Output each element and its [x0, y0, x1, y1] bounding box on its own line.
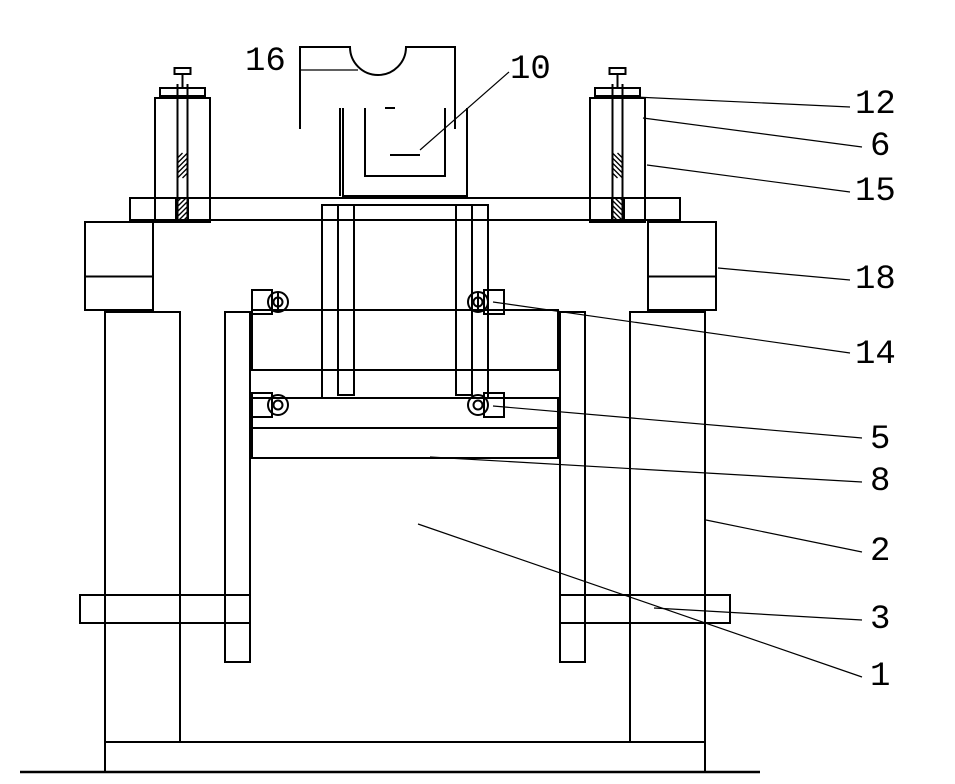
top-inner-inner: [365, 108, 445, 176]
callout-15: 15: [647, 165, 896, 211]
leader-line: [418, 524, 862, 677]
right-inner-column: [560, 312, 585, 662]
label-number: 6: [870, 128, 890, 166]
callout-1: 1: [418, 524, 890, 696]
hatch: [613, 153, 623, 178]
label-number: 16: [245, 43, 286, 81]
pin-3: [468, 393, 504, 417]
right-hanger-body: [590, 98, 645, 222]
label-number: 14: [855, 336, 896, 374]
leader-line: [718, 268, 850, 280]
top-inner-outer: [343, 108, 467, 196]
leader-line: [647, 165, 850, 192]
label-number: 5: [870, 421, 890, 459]
right-hanger-nut: [610, 68, 626, 74]
label-number: 15: [855, 173, 896, 211]
right-hanger-cap: [595, 88, 640, 96]
callout-18: 18: [718, 261, 896, 299]
left-hanger-body: [155, 98, 210, 222]
leader-line: [493, 406, 862, 438]
leader-line: [643, 118, 862, 147]
left-pillar: [105, 312, 180, 742]
leader-line: [706, 520, 862, 552]
right-hcyl: [648, 222, 716, 310]
hatch: [178, 153, 188, 178]
left-inner-column: [225, 312, 250, 662]
callout-5: 5: [493, 406, 890, 459]
callout-2: 2: [706, 520, 890, 571]
engineering-diagram: 16 10 12 6 15 18 14 5 8 2 3 1: [0, 0, 955, 784]
pin-2: [252, 393, 288, 417]
upper-block: [252, 310, 558, 370]
callout-6: 6: [643, 118, 890, 166]
leader-line: [420, 72, 509, 150]
left-hanger-nut: [175, 68, 191, 74]
label-number: 18: [855, 261, 896, 299]
callout-16: 16: [245, 43, 358, 81]
label-number: 3: [870, 601, 890, 639]
callout-8: 8: [430, 457, 890, 501]
label-number: 8: [870, 463, 890, 501]
left-hcyl: [85, 222, 153, 310]
base-plate: [105, 742, 705, 772]
callout-3: 3: [654, 601, 890, 639]
callout-12: 12: [635, 86, 896, 124]
top-piece: [300, 47, 455, 129]
leader-line: [654, 608, 862, 620]
horizontal-beam: [130, 198, 680, 220]
label-number: 1: [870, 658, 890, 696]
label-number: 12: [855, 86, 896, 124]
central-insert-right: [456, 205, 472, 395]
leader-line: [430, 457, 862, 482]
leader-line: [635, 97, 850, 107]
left-hanger-cap: [160, 88, 205, 96]
right-pillar: [630, 312, 705, 742]
label-number: 10: [510, 51, 551, 89]
central-insert-left: [338, 205, 354, 395]
callout-10: 10: [420, 51, 551, 150]
label-number: 2: [870, 533, 890, 571]
